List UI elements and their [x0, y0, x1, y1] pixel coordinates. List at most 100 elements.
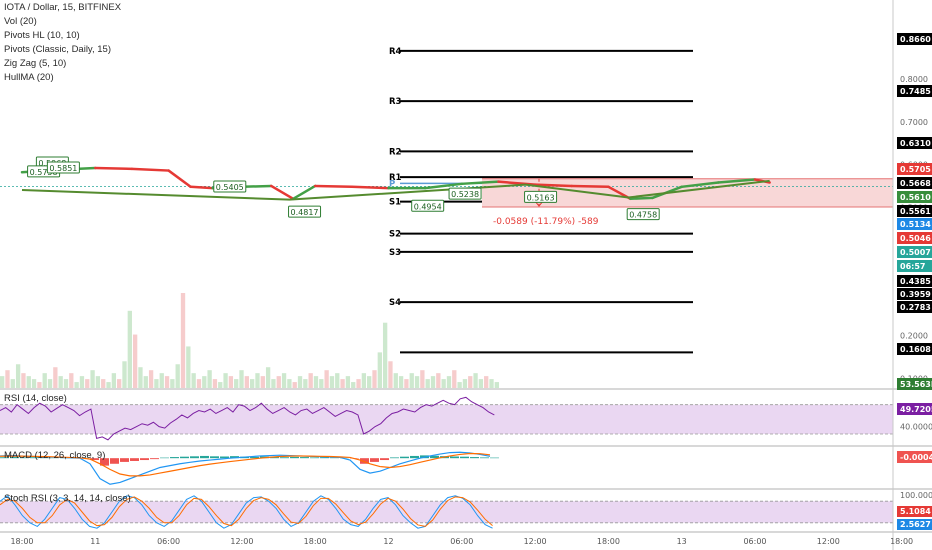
symbol-title[interactable]: IOTA / Dollar, 15, BITFINEX: [4, 2, 122, 13]
macd-histogram-bar: [490, 457, 499, 459]
price-tag-bg: [897, 218, 932, 230]
price-tag: 0.5668: [900, 179, 931, 188]
volume-bar: [175, 364, 180, 388]
macd-histogram-bar: [180, 456, 189, 459]
price-tags: 0.8660 0.7485 0.6310 0.5705 0.5668 0.5610 0.55…: [897, 33, 932, 390]
pivot-hl-label: 0.5851: [49, 164, 77, 173]
volume-bar: [388, 361, 393, 388]
price-tag-bg: [897, 378, 932, 390]
macd-histogram-bar: [290, 456, 299, 459]
macd-histogram-bar: [200, 455, 209, 459]
volume-bar: [191, 373, 196, 388]
macd-histogram-bar: [320, 457, 329, 459]
macd-histogram-bar: [370, 458, 379, 462]
indicator-hullma[interactable]: HullMA (20): [4, 72, 54, 83]
macd-histogram-bar: [120, 458, 129, 462]
macd-pane[interactable]: -0.0004: [0, 451, 932, 485]
price-tag: 0.1608: [900, 345, 931, 354]
volume-bar: [436, 373, 441, 388]
volume-bar: [356, 379, 361, 388]
macd-histogram-bar: [330, 457, 339, 459]
volume-bar: [132, 334, 138, 388]
volume-bar: [414, 376, 420, 388]
macd-histogram-bar: [430, 455, 439, 459]
volume-bar: [244, 376, 249, 388]
volume-bar: [361, 373, 367, 388]
macd-title[interactable]: MACD (12, 26, close, 9): [4, 450, 106, 461]
volume-bar: [101, 379, 106, 388]
volume-bar: [425, 379, 430, 388]
volume-bar: [42, 373, 47, 388]
volume-bar: [478, 379, 484, 388]
rsi-title[interactable]: RSI (14, close): [4, 393, 67, 404]
volume-bar: [159, 373, 164, 388]
time-axis-tick: 18:00: [597, 537, 620, 546]
macd-histogram-bar: [300, 457, 309, 459]
pivot-label: R1: [389, 173, 402, 183]
macd-tag: -0.0004: [900, 453, 932, 462]
indicator-pivots-classic[interactable]: Pivots (Classic, Daily, 15): [4, 44, 111, 55]
time-axis[interactable]: 18:00 11 06:00 12:00 18:00 12 06:00 12:00 18:00 1…: [10, 537, 913, 546]
volume-bar: [95, 376, 101, 388]
volume-bar: [324, 370, 329, 388]
volume-bar: [430, 376, 436, 388]
volume-bar: [382, 322, 388, 388]
rsi-tag: 49.7205: [900, 405, 932, 414]
hullma-segment: [460, 180, 500, 186]
price-axis-tick: 0.2000: [900, 332, 928, 341]
time-axis-tick: 13: [677, 537, 687, 546]
hullma-segment: [269, 184, 295, 201]
indicator-zigzag[interactable]: Zig Zag (5, 10): [4, 58, 67, 69]
volume-bar: [303, 379, 308, 388]
price-tag-bg: [897, 33, 932, 45]
macd-histogram-bar: [270, 457, 279, 459]
time-axis-tick: 12:00: [817, 537, 840, 546]
price-tag: 0.2783: [900, 303, 931, 312]
rsi-line: [0, 396, 495, 441]
rsi-pane[interactable]: 40.0000 49.7205: [0, 396, 932, 441]
price-tag-bg: [897, 246, 932, 258]
pivot-label: R2: [389, 147, 402, 157]
stoch-rsi-title[interactable]: Stoch RSI (3, 3, 14, 14, close): [4, 493, 131, 504]
price-tag-bg: [897, 137, 932, 149]
volume-bar: [218, 382, 223, 388]
hullma-segment: [423, 182, 464, 190]
volume-bar: [297, 376, 303, 388]
volume-bar: [329, 376, 335, 388]
macd-histogram-bar: [170, 457, 179, 459]
volume-bar: [138, 367, 143, 388]
pivot-hl-box: [411, 199, 445, 212]
volume-bar: [340, 379, 345, 388]
volume-bar: [265, 367, 271, 388]
volume-bar: [292, 382, 297, 388]
macd-histogram-bar: [40, 457, 49, 459]
volume-bar: [319, 379, 324, 388]
pivot-label: P: [389, 179, 395, 189]
volume-bar: [58, 376, 63, 388]
volume-bar: [250, 379, 255, 388]
pivot-levels: R4 R3 R2 R1P S1 S2 S3 S4: [389, 47, 693, 354]
price-tag: 0.5134: [900, 220, 931, 229]
volume-bar: [489, 379, 494, 388]
time-axis-tick: 12: [383, 537, 393, 546]
stoch-rsi-pane[interactable]: 100.0000 5.1084 2.5627: [0, 491, 932, 530]
volume-bar: [90, 370, 95, 388]
macd-histogram-bar: [250, 456, 259, 459]
indicator-pivots-hl[interactable]: Pivots HL (10, 10): [4, 30, 80, 41]
price-axis-tick: 0.7000: [900, 118, 928, 127]
pivot-hl-box: [626, 208, 660, 221]
stoch-tag-bg: [897, 519, 932, 530]
indicator-vol[interactable]: Vol (20): [4, 16, 37, 27]
stoch-tag: 2.5627: [900, 520, 931, 529]
price-tag: 0.5610: [900, 193, 931, 202]
price-tag: 0.8660: [900, 35, 931, 44]
volume-bar: [148, 370, 154, 388]
macd-histogram-bar: [230, 456, 239, 459]
volume-bar: [202, 376, 207, 388]
volume-bar: [409, 373, 414, 388]
volume-bar: [53, 367, 58, 388]
time-axis-tick: 06:00: [450, 537, 473, 546]
hullma-segment: [240, 184, 273, 189]
volume-bar: [186, 346, 191, 388]
